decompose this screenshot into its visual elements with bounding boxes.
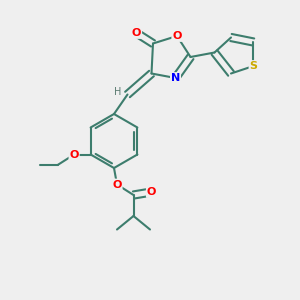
Text: O: O [172, 31, 182, 41]
Text: O: O [132, 28, 141, 38]
Text: O: O [112, 179, 122, 190]
Text: N: N [171, 73, 180, 83]
Text: O: O [147, 187, 156, 197]
Text: S: S [250, 61, 257, 71]
Text: O: O [69, 149, 79, 160]
Text: H: H [114, 86, 122, 97]
